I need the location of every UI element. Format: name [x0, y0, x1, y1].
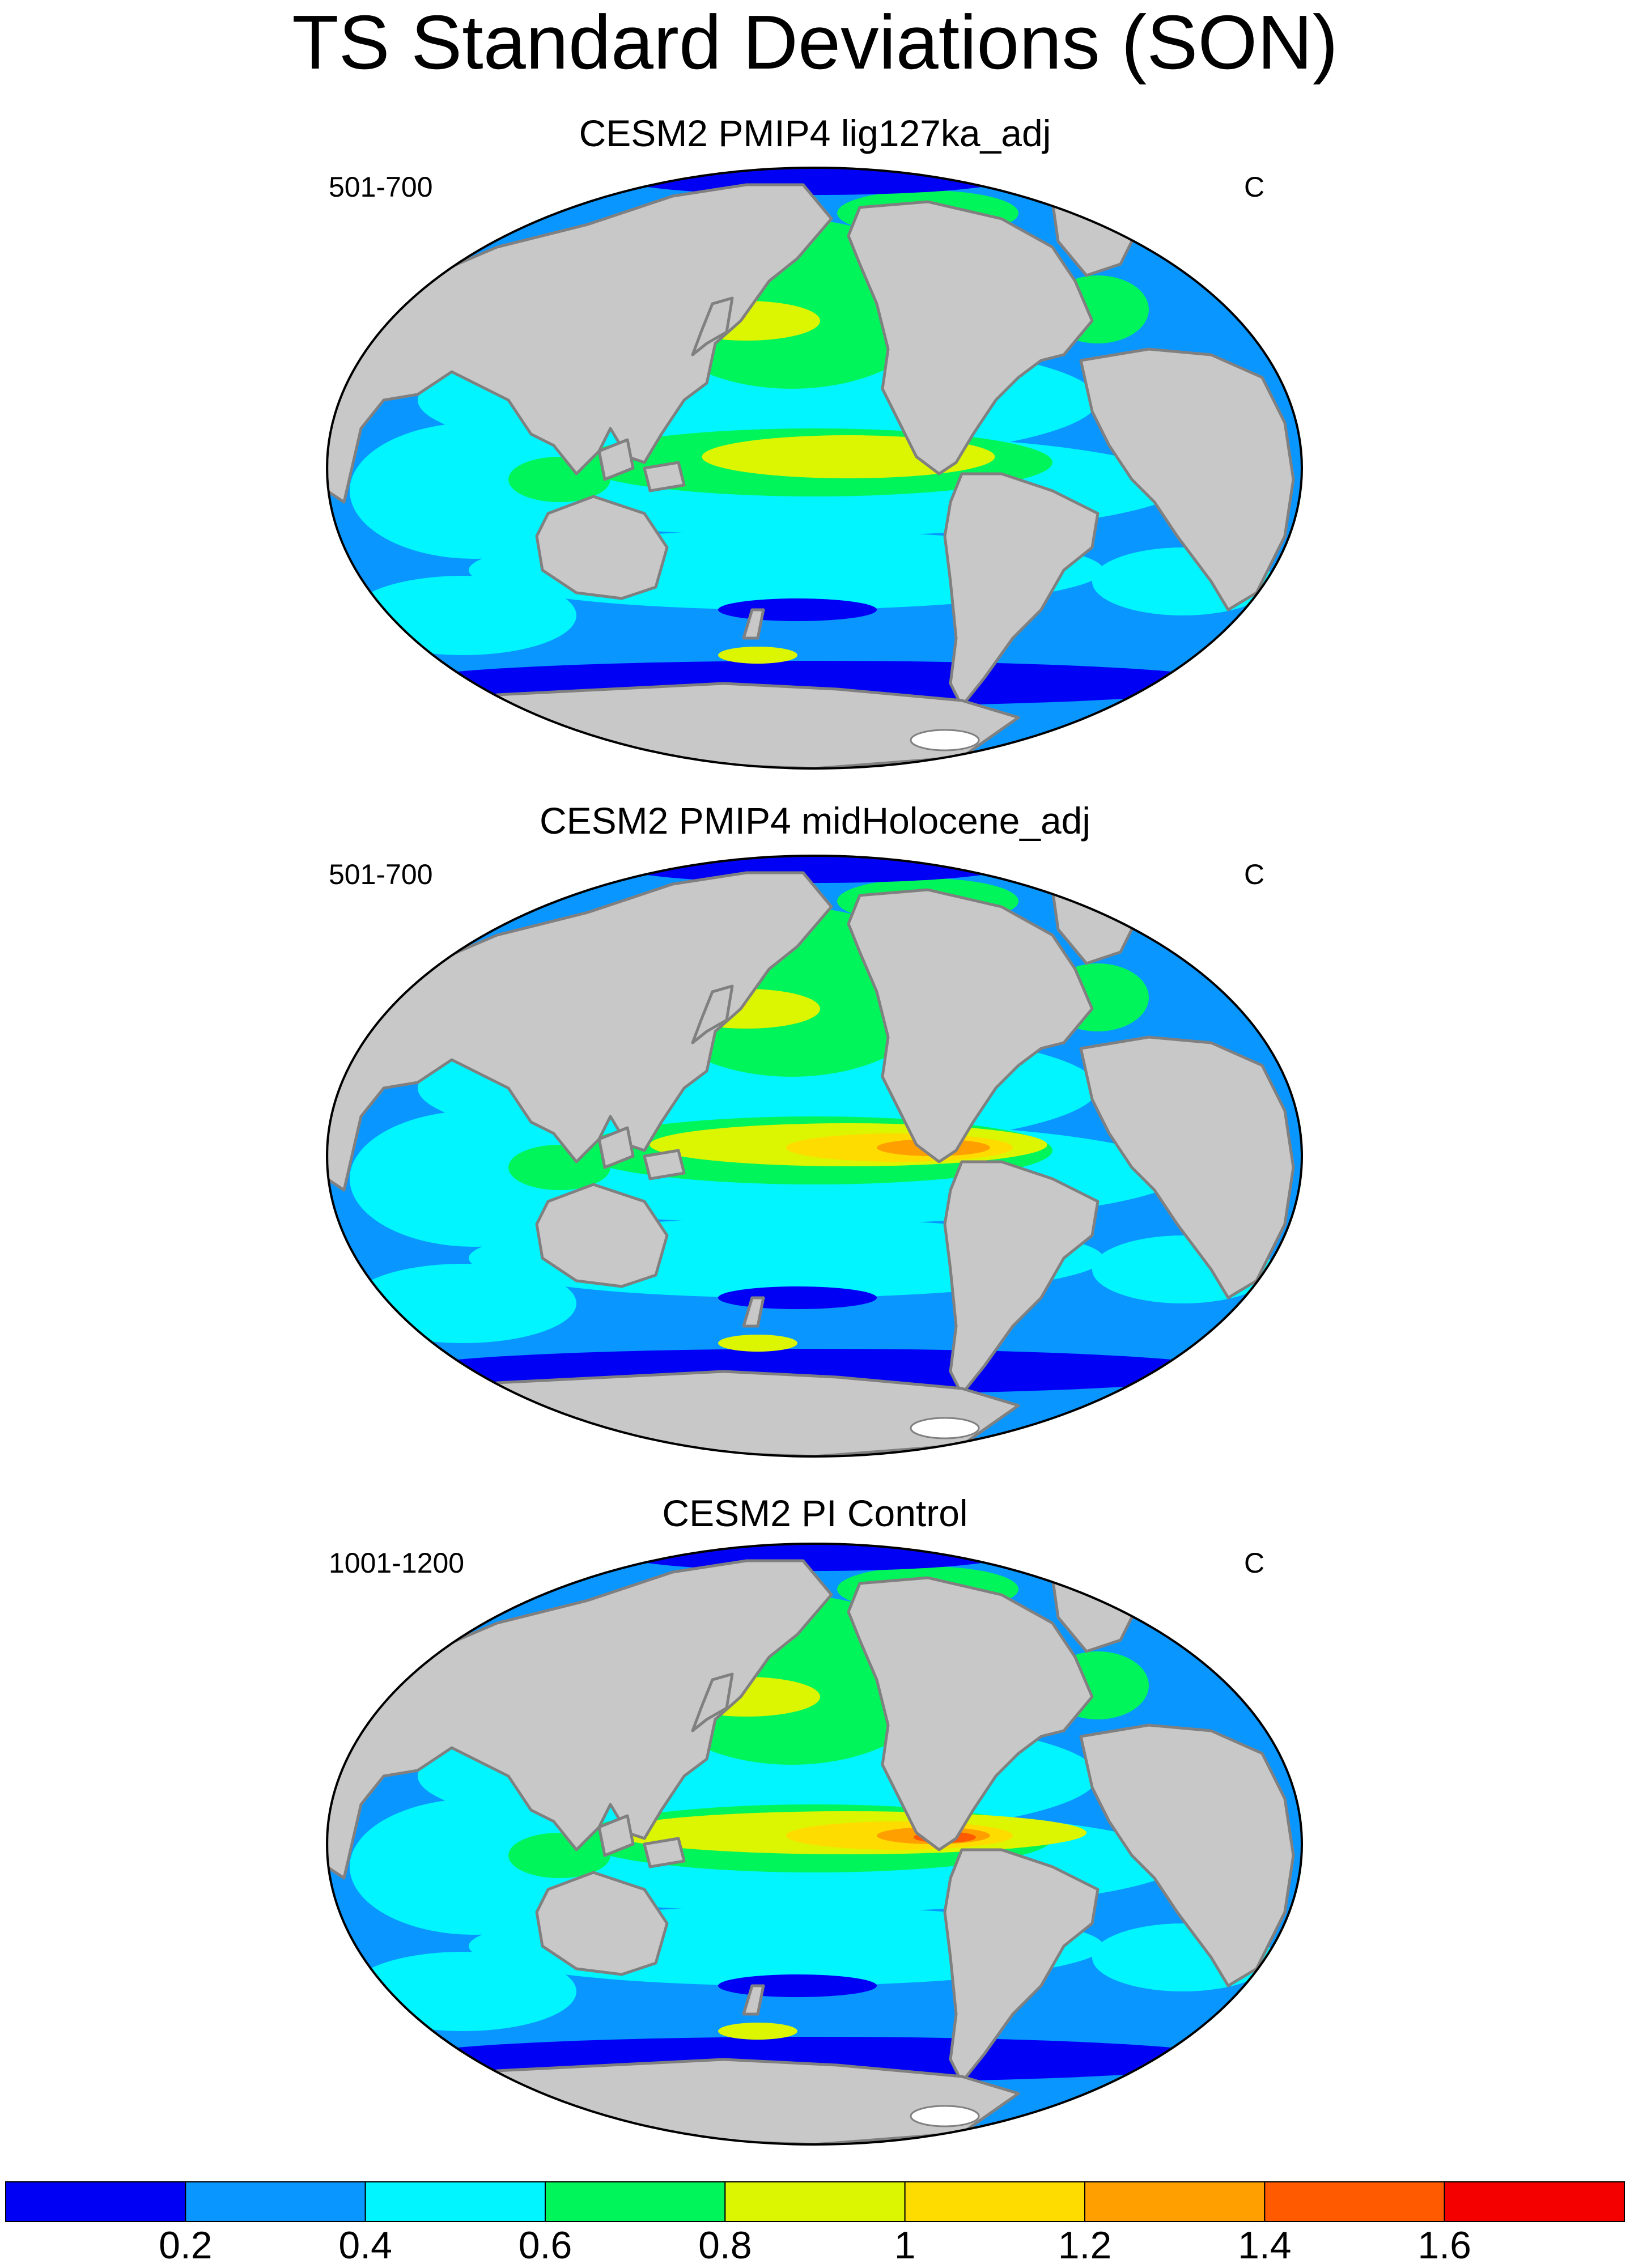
sst-contour-region: [508, 1833, 610, 1878]
sst-contour-region: [350, 1264, 576, 1343]
map-border: [326, 855, 1303, 1458]
colorbar-tick-label: 0.6: [518, 2224, 572, 2267]
land-nz: [742, 1984, 765, 2016]
panel-1-units-label: C: [1244, 171, 1265, 203]
sst-contour-region: [508, 1145, 610, 1190]
colorbar-swatch-4: [545, 2181, 726, 2222]
land-australia: [535, 1871, 669, 1976]
colorbar-swatch-6: [904, 2181, 1085, 2222]
land-southamerica: [943, 1160, 1100, 1396]
sst-contour-region: [718, 2023, 797, 2040]
sst-contour-region: [718, 1974, 877, 1997]
map-border: [326, 1543, 1303, 2146]
colorbar-swatch-1: [5, 2181, 186, 2222]
map-panel-1: [326, 167, 1303, 770]
land-japan: [691, 1672, 734, 1732]
ice-shelf: [910, 2105, 980, 2127]
map-border: [326, 167, 1303, 770]
land-nz: [742, 1296, 765, 1328]
land-asia: [327, 183, 833, 504]
land-japan: [691, 984, 734, 1044]
land-africa: [1079, 1723, 1295, 1987]
land-africa: [1079, 1035, 1295, 1299]
sst-contour-region: [350, 1111, 599, 1247]
land-northamerica: [847, 1576, 1094, 1851]
panel-3-period-label: 1001-1200: [329, 1547, 465, 1579]
land-africa: [1079, 347, 1295, 611]
land-australia: [535, 495, 669, 600]
colorbar: [5, 2181, 1625, 2222]
colorbar-swatch-8: [1264, 2181, 1445, 2222]
land-northamerica: [847, 888, 1094, 1163]
colorbar-tick-label: 1.2: [1058, 2224, 1112, 2267]
colorbar-tick-label: 0.8: [698, 2224, 752, 2267]
land-southamerica: [943, 472, 1100, 708]
land-maritime2: [643, 461, 686, 492]
ice-shelf: [910, 1417, 980, 1439]
colorbar-tick-label: 1.6: [1417, 2224, 1471, 2267]
land-southamerica: [943, 1848, 1100, 2084]
panel-1-title: CESM2 PMIP4 lig127ka_adj: [579, 112, 1051, 154]
sst-contour-region: [350, 1799, 599, 1935]
colorbar-tick-label: 1: [894, 2224, 916, 2267]
panel-2-period-label: 501-700: [329, 859, 433, 890]
panel-3-units-label: C: [1244, 1547, 1265, 1579]
land-australia: [535, 1183, 669, 1288]
panel-3-title: CESM2 PI Control: [662, 1492, 968, 1534]
panel-2-units-label: C: [1244, 859, 1265, 890]
colorbar-tick-label: 0.4: [338, 2224, 392, 2267]
panel-2-title: CESM2 PMIP4 midHolocene_adj: [539, 800, 1091, 842]
sst-contour-region: [718, 1286, 877, 1309]
sst-contour-region: [718, 1335, 797, 1352]
land-nz: [742, 608, 765, 640]
land-maritime1: [597, 1814, 635, 1857]
sst-contour-region: [350, 1952, 576, 2031]
land-maritime2: [643, 1837, 686, 1868]
map-panel-2: [326, 855, 1303, 1458]
colorbar-swatch-3: [364, 2181, 546, 2222]
land-asia: [327, 871, 833, 1192]
colorbar-swatch-2: [185, 2181, 366, 2222]
colorbar-tick-label: 0.2: [159, 2224, 213, 2267]
sst-contour-region: [350, 423, 599, 559]
land-japan: [691, 296, 734, 356]
main-title: TS Standard Deviations (SON): [292, 0, 1338, 85]
land-maritime1: [597, 1126, 635, 1169]
colorbar-swatch-5: [724, 2181, 906, 2222]
panel-1-period-label: 501-700: [329, 171, 433, 203]
colorbar-swatch-7: [1084, 2181, 1266, 2222]
sst-contour-region: [508, 457, 610, 502]
colorbar-tick-label: 1.4: [1238, 2224, 1292, 2267]
land-asia: [327, 1559, 833, 1880]
ice-shelf: [910, 729, 980, 751]
land-northamerica: [847, 200, 1094, 475]
map-panel-3: [326, 1543, 1303, 2146]
sst-contour-region: [718, 647, 797, 664]
sst-contour-region: [718, 598, 877, 621]
sst-contour-region: [350, 576, 576, 655]
colorbar-swatch-9: [1444, 2181, 1625, 2222]
land-maritime1: [597, 438, 635, 481]
land-maritime2: [643, 1149, 686, 1180]
